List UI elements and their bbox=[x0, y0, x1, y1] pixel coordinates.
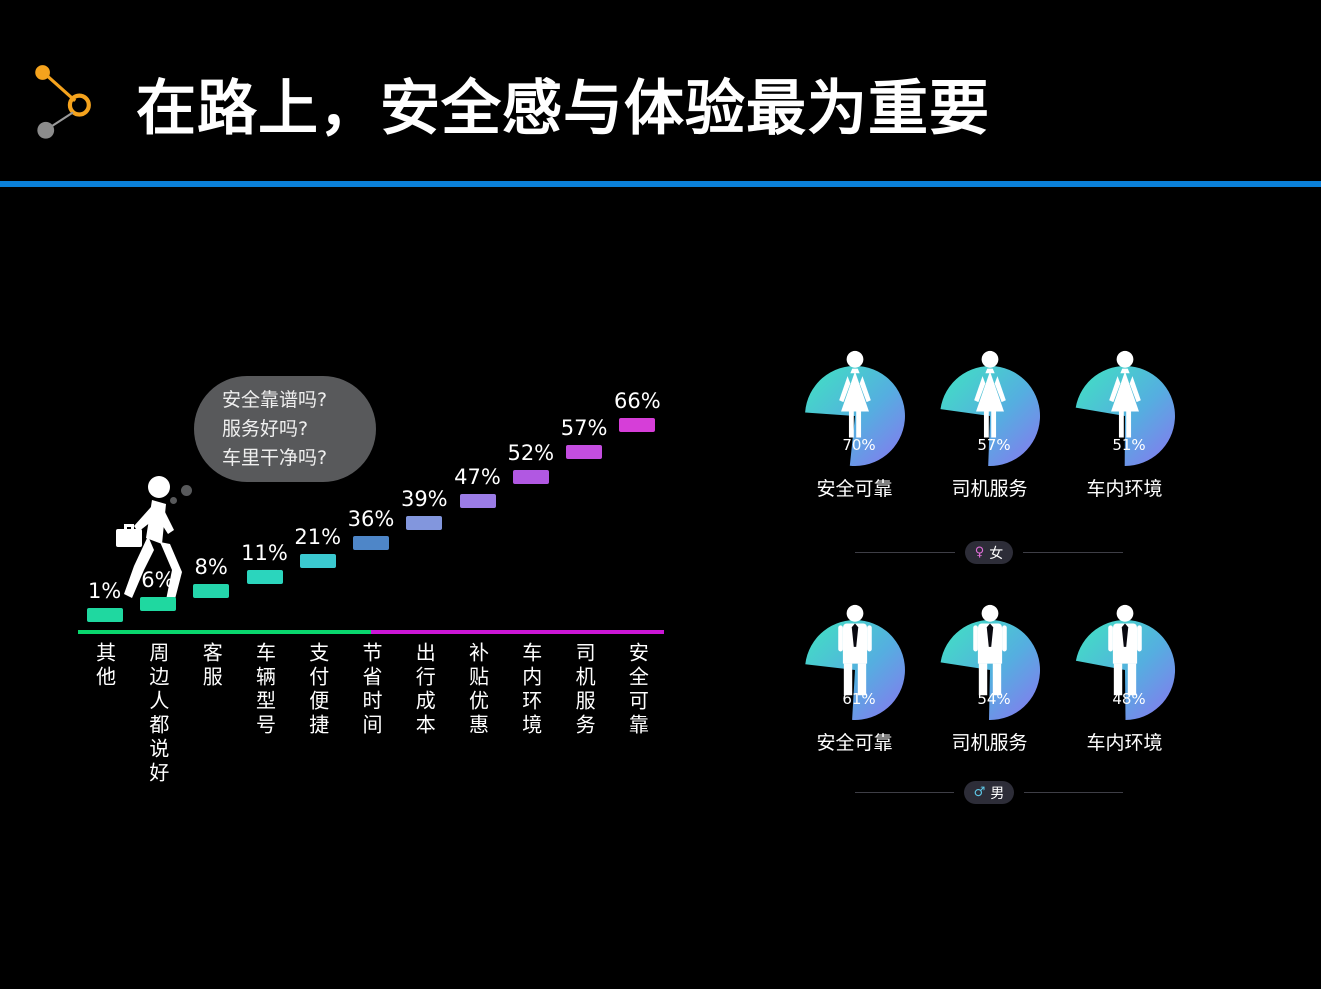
divider-line bbox=[1024, 792, 1123, 793]
walking-businessman-icon bbox=[104, 474, 199, 630]
bar-value-label: 11% bbox=[241, 540, 288, 565]
pie-value-label: 57% bbox=[977, 436, 1010, 454]
header: 在路上，安全感与体验最为重要 bbox=[30, 60, 990, 147]
chart-baseline bbox=[78, 630, 664, 634]
female-pie-item: 51% 车内环境 bbox=[1063, 350, 1186, 501]
priority-stair-chart: 安全靠谱吗? 服务好吗? 车里干净吗? 1% 6% 8% 11% 21% 36% 39 bbox=[78, 338, 664, 798]
bar-category-label: 补贴优惠 bbox=[465, 642, 490, 738]
male-pie-item: 61% 安全可靠 bbox=[793, 604, 916, 755]
bar-value-label: 1% bbox=[87, 579, 122, 603]
bar-step bbox=[406, 515, 443, 530]
thought-trail-dot bbox=[181, 485, 192, 496]
male-person-icon bbox=[837, 604, 872, 696]
divider-line bbox=[855, 792, 954, 793]
pie-chart: 54% bbox=[938, 604, 1042, 722]
bar-category-label: 出行成本 bbox=[412, 642, 437, 738]
divider-line bbox=[855, 552, 955, 553]
pie-sector: 51% bbox=[1075, 366, 1175, 467]
pie-category-label: 安全可靠 bbox=[816, 478, 893, 500]
male-pie-item: 48% 车内环境 bbox=[1063, 604, 1186, 755]
male-pie-item: 54% 司机服务 bbox=[928, 604, 1051, 755]
bar-category-label: 车辆型号 bbox=[252, 642, 277, 738]
male-symbol-icon: ♂ bbox=[973, 785, 986, 800]
male-person-icon bbox=[1107, 604, 1142, 696]
thought-bubble: 安全靠谱吗? 服务好吗? 车里干净吗? bbox=[194, 376, 376, 482]
bar-value-label: 6% bbox=[141, 568, 175, 593]
female-pie-row: 70% 安全可靠 57% bbox=[793, 350, 1187, 501]
thought-bubble-line: 安全靠谱吗? bbox=[222, 389, 328, 411]
bar-category-label: 安全可靠 bbox=[625, 642, 650, 738]
bar-step bbox=[619, 418, 656, 432]
female-gender-divider: ♀ 女 bbox=[855, 541, 1123, 564]
baseline-right-segment bbox=[371, 630, 664, 634]
bar-category-label: 其他 bbox=[92, 642, 117, 690]
pie-sector: 70% bbox=[804, 365, 905, 466]
bar-step bbox=[246, 569, 283, 584]
bar-category-label: 车内环境 bbox=[518, 642, 543, 738]
female-badge: ♀ 女 bbox=[964, 541, 1014, 564]
female-pie-item: 70% 安全可靠 bbox=[793, 350, 916, 501]
baseline-left-segment bbox=[78, 630, 371, 634]
bar-value-label: 21% bbox=[294, 524, 342, 549]
bar-category-axis: 其他 周边人都说好 客服 车辆型号 支付便捷 节省时间 出行成本 补贴优惠 车内环境 司机服务 安全… bbox=[78, 642, 664, 812]
pie-chart: 48% bbox=[1073, 604, 1177, 722]
divider-line bbox=[1023, 552, 1123, 553]
bar-step bbox=[459, 493, 496, 508]
bar-category-label: 节省时间 bbox=[359, 642, 383, 738]
pie-chart: 61% bbox=[803, 604, 907, 722]
bar-step bbox=[139, 597, 176, 612]
bar-step bbox=[193, 584, 230, 599]
bar-value-label: 8% bbox=[194, 555, 228, 580]
gender-pie-section: 70% 安全可靠 57% bbox=[793, 350, 1187, 804]
pie-category-label: 安全可靠 bbox=[816, 732, 893, 754]
female-person-icon bbox=[1108, 350, 1141, 438]
male-gender-divider: ♂ 男 bbox=[855, 781, 1123, 804]
slide-title: 在路上，安全感与体验最为重要 bbox=[136, 74, 990, 144]
thought-bubble-line: 服务好吗? bbox=[222, 418, 309, 440]
bar-value-label: 47% bbox=[454, 464, 501, 489]
pie-chart: 51% bbox=[1073, 350, 1177, 468]
pie-chart: 57% bbox=[938, 350, 1042, 468]
male-person-icon bbox=[972, 604, 1007, 696]
pie-category-label: 车内环境 bbox=[1086, 732, 1163, 754]
pie-sector: 57% bbox=[940, 366, 1040, 467]
male-badge: ♂ 男 bbox=[963, 781, 1015, 804]
header-accent-line bbox=[0, 181, 1321, 187]
pie-category-label: 车内环境 bbox=[1086, 478, 1163, 500]
female-pie-item: 57% 司机服务 bbox=[928, 350, 1051, 501]
bar-value-label: 36% bbox=[347, 506, 395, 531]
male-pie-row: 61% 安全可靠 54% bbox=[793, 604, 1187, 755]
female-person-icon bbox=[973, 350, 1006, 438]
bar-value-label: 52% bbox=[507, 441, 555, 466]
female-symbol-icon: ♀ bbox=[974, 545, 985, 560]
bar-value-label: 39% bbox=[400, 486, 448, 511]
female-person-icon bbox=[838, 350, 871, 438]
bar-step bbox=[299, 553, 336, 568]
bar-category-label: 支付便捷 bbox=[305, 642, 330, 738]
bar-value-label: 57% bbox=[560, 416, 608, 441]
route-pin-logo-icon bbox=[30, 62, 114, 146]
bar-step bbox=[566, 445, 603, 460]
pie-value-label: 51% bbox=[1112, 436, 1145, 454]
bar-plot-area: 1% 6% 8% 11% 21% 36% 39% 47% 52% 57% 66% bbox=[78, 338, 664, 630]
bar-step bbox=[353, 535, 389, 550]
pie-chart: 70% bbox=[803, 350, 907, 468]
bar-category-label: 司机服务 bbox=[572, 642, 597, 738]
thought-bubble-line: 车里干净吗? bbox=[222, 447, 328, 469]
thought-trail-dot bbox=[170, 497, 177, 504]
pie-value-label: 70% bbox=[842, 436, 875, 454]
bar-step bbox=[512, 470, 549, 485]
pie-category-label: 司机服务 bbox=[951, 732, 1028, 754]
bar-category-label: 客服 bbox=[199, 642, 224, 690]
male-badge-label: 男 bbox=[990, 785, 1005, 802]
pie-category-label: 司机服务 bbox=[951, 478, 1028, 500]
bar-category-label: 周边人都说好 bbox=[145, 642, 170, 786]
bar-step bbox=[86, 608, 123, 622]
bar-value-label: 66% bbox=[614, 389, 661, 413]
female-badge-label: 女 bbox=[989, 545, 1004, 562]
